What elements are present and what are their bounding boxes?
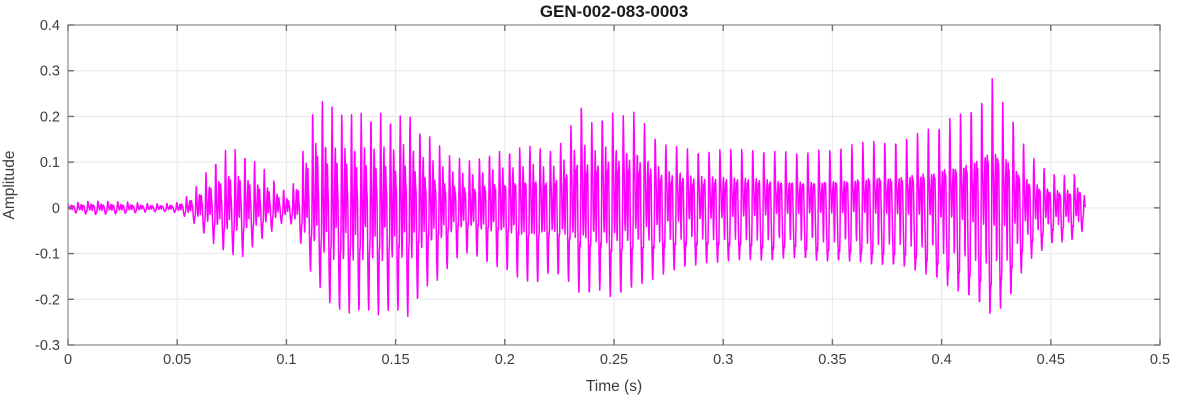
y-tick-label: -0.2 (35, 292, 60, 308)
x-tick-label: 0.35 (818, 352, 846, 368)
x-tick-label: 0 (64, 352, 72, 368)
x-tick-label: 0.25 (600, 352, 628, 368)
waveform-trace (68, 78, 1086, 318)
y-axis-label: Amplitude (1, 151, 18, 220)
tick-marks (67, 24, 1161, 346)
y-tick-label: 0.3 (40, 64, 60, 80)
x-tick-label: 0.15 (381, 352, 409, 368)
x-tick-label: 0.2 (495, 352, 515, 368)
y-tick-label: -0.3 (35, 338, 60, 354)
y-tick-label: 0.2 (40, 109, 60, 125)
x-tick-label: 0.45 (1037, 352, 1065, 368)
chart-title: GEN-002-083-0003 (540, 2, 688, 21)
x-tick-label: 0.1 (276, 352, 296, 368)
y-tick-label: -0.1 (35, 247, 60, 263)
x-tick-label: 0.3 (713, 352, 733, 368)
y-tick-labels: -0.3 -0.2 -0.1 0 0.1 0.2 0.3 0.4 (35, 18, 60, 354)
x-tick-label: 0.4 (932, 352, 952, 368)
x-tick-label: 0.5 (1150, 352, 1170, 368)
x-tick-labels: 0 0.05 0.1 0.15 0.2 0.25 0.3 0.35 0.4 0.45 0.5 (64, 352, 1170, 368)
x-tick-label: 0.05 (163, 352, 191, 368)
y-tick-label: 0.1 (40, 155, 60, 171)
x-axis-label: Time (s) (586, 378, 642, 395)
y-tick-label: 0 (52, 201, 60, 217)
y-tick-label: 0.4 (40, 18, 60, 34)
